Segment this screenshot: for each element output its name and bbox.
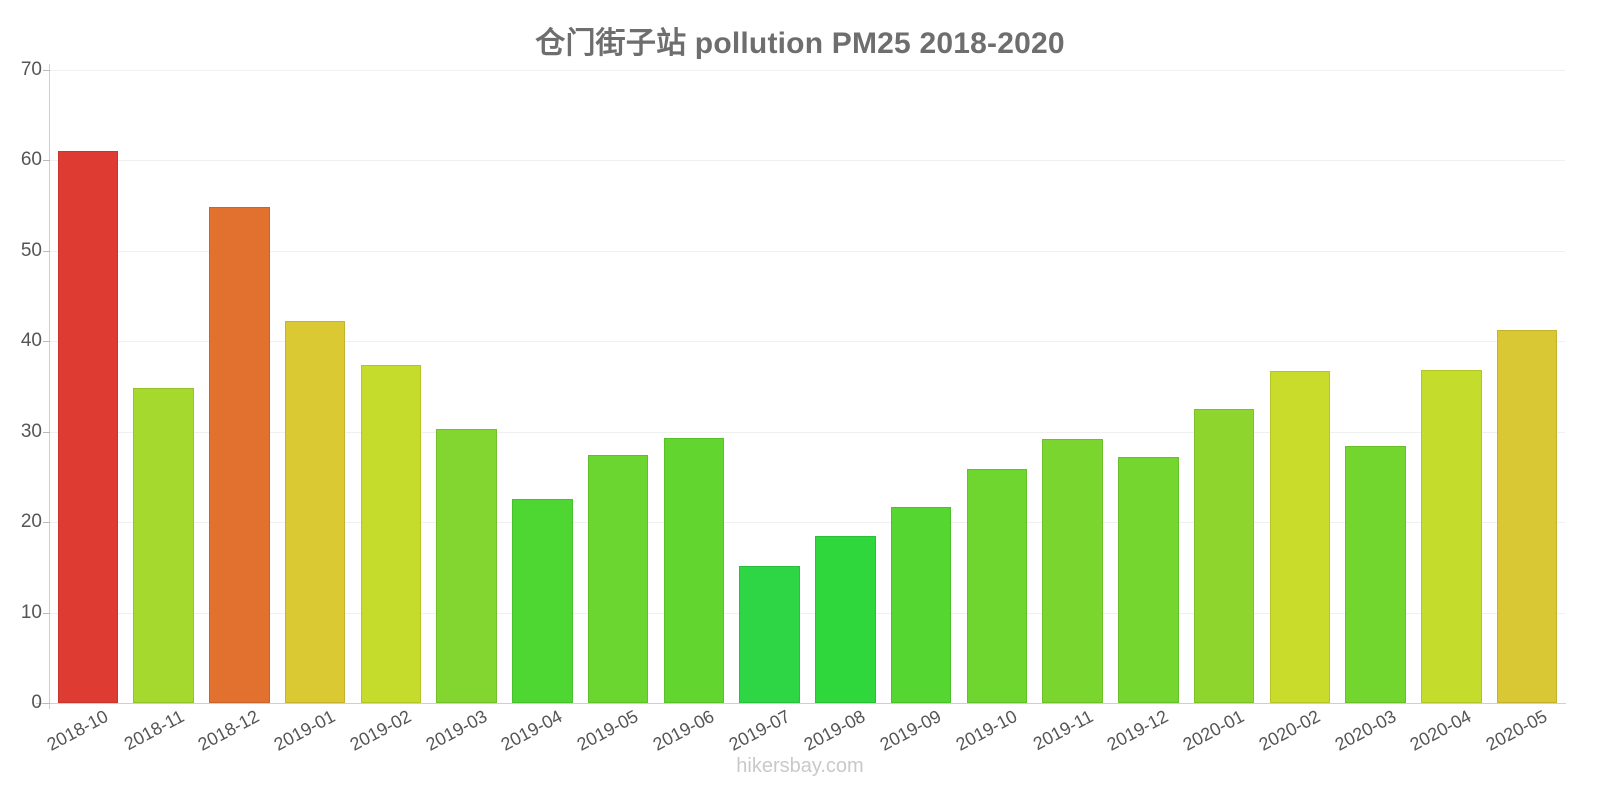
grid-line: [50, 160, 1565, 162]
y-axis-line: [49, 64, 50, 709]
bar[interactable]: [512, 498, 573, 703]
bar[interactable]: [436, 429, 497, 703]
x-tick-label: 2020-05: [1482, 706, 1551, 755]
y-tick-mark: [43, 341, 50, 343]
y-tick-mark: [43, 250, 50, 252]
bar[interactable]: [966, 468, 1028, 703]
x-tick-label: 2018-11: [120, 706, 188, 755]
x-tick-label: 2020-02: [1255, 706, 1324, 755]
bar[interactable]: [284, 321, 346, 703]
bar[interactable]: [1193, 409, 1255, 703]
grid-line: [50, 612, 1565, 614]
y-tick-mark: [43, 612, 50, 614]
bar[interactable]: [133, 388, 194, 703]
y-tick-label: 50: [20, 239, 42, 261]
grid-line: [50, 250, 1565, 252]
bar[interactable]: [1496, 329, 1558, 703]
y-tick-label: 40: [20, 330, 42, 352]
y-tick-label: 60: [20, 149, 42, 171]
grid-line: [50, 70, 1565, 71]
bar[interactable]: [360, 364, 422, 703]
bar[interactable]: [587, 455, 649, 703]
y-tick-mark: [43, 703, 50, 704]
y-tick-label: 70: [20, 59, 42, 80]
x-tick-label: 2019-06: [649, 706, 718, 755]
footer-credit: hikersbay.com: [736, 755, 864, 777]
x-tick-label: 2019-02: [346, 706, 415, 755]
bar[interactable]: [1345, 446, 1406, 703]
bar[interactable]: [1042, 438, 1103, 703]
y-tick-mark: [43, 431, 50, 433]
x-tick-label: 2019-03: [422, 706, 491, 755]
bar[interactable]: [1118, 457, 1179, 703]
y-tick-label: 30: [20, 420, 42, 442]
chart-title: 仓门街子站 pollution PM25 2018-2020: [535, 27, 1065, 60]
x-tick-label: 2019-04: [498, 706, 566, 755]
plot-area: [50, 70, 1565, 703]
x-tick-label: 2019-07: [725, 706, 794, 755]
x-tick-label: 2020-01: [1179, 706, 1248, 755]
x-tick-label: 2018-10: [43, 706, 112, 755]
grid-line: [50, 522, 1565, 524]
x-tick-label: 2019-09: [876, 706, 945, 755]
x-tick-label: 2018-12: [195, 706, 263, 755]
x-tick-label: 2019-01: [270, 706, 339, 755]
x-axis-line: [36, 703, 1566, 704]
x-tick-label: 2019-11: [1029, 706, 1097, 755]
bar[interactable]: [739, 566, 800, 703]
bar[interactable]: [815, 535, 876, 703]
y-tick-mark: [43, 70, 50, 71]
bar[interactable]: [1269, 371, 1331, 703]
x-tick-label: 2019-10: [952, 706, 1021, 755]
y-tick-mark: [43, 522, 50, 524]
x-tick-label: 2020-04: [1407, 706, 1475, 755]
grid-line: [50, 341, 1565, 343]
x-tick-label: 2019-05: [573, 706, 642, 755]
bar[interactable]: [890, 506, 952, 703]
bars-layer: [50, 70, 1565, 703]
x-tick-label: 2020-03: [1331, 706, 1400, 755]
y-tick-label: 20: [20, 511, 42, 533]
bar[interactable]: [57, 151, 119, 703]
bar[interactable]: [663, 438, 725, 703]
y-tick-label: 10: [20, 601, 42, 623]
bar[interactable]: [209, 207, 270, 703]
x-tick-label: 2019-08: [801, 706, 869, 755]
y-tick-label: 0: [31, 692, 42, 713]
bar[interactable]: [1421, 370, 1482, 703]
grid-line: [50, 431, 1565, 433]
x-axis-labels: 2018-10 2018-11 2018-12 2019-01 2019-02 2019-…: [0, 706, 1600, 800]
y-tick-mark: [43, 160, 50, 162]
x-tick-label: 2019-12: [1104, 706, 1172, 755]
